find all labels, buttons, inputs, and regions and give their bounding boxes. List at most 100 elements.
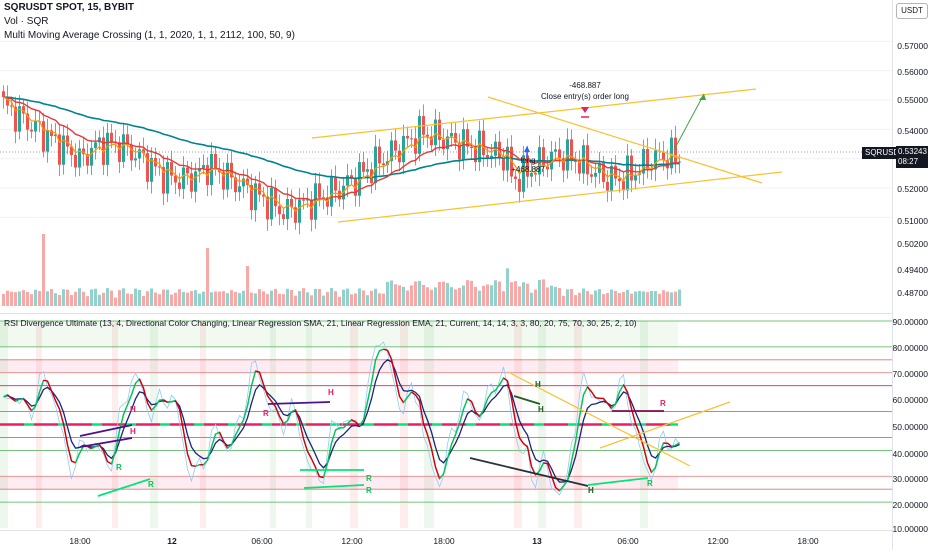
candle-body (670, 137, 673, 169)
ma-short-line (3, 96, 680, 212)
candle-body (442, 139, 445, 150)
rsi-direction-segment (506, 380, 513, 399)
price-tick-label: 0.48700 (897, 288, 928, 298)
volume-bar (390, 280, 393, 306)
candle-body (66, 135, 69, 147)
volume-bar (490, 285, 493, 306)
candle-body (14, 106, 17, 132)
candle-body (78, 148, 81, 168)
rsi-direction-segment (283, 420, 288, 425)
volume-bar (438, 281, 441, 306)
rsi-direction-segment (518, 437, 525, 444)
rsi-direction-segment (586, 386, 593, 393)
candle-body (130, 144, 133, 161)
rsi-tick-label: 50.00000 (892, 422, 928, 432)
candle-body (430, 136, 433, 146)
divergence-label: H (130, 427, 136, 436)
candle-body (514, 176, 517, 179)
rsi-direction-segment (98, 444, 105, 452)
rsi-direction-segment (310, 458, 317, 468)
rsi-direction-segment (574, 416, 581, 443)
candle-body (518, 178, 521, 192)
rsi-direction-segment (355, 421, 360, 427)
volume-legend: Vol · SQR (4, 16, 49, 27)
rsi-direction-segment (426, 434, 433, 449)
candle-body (266, 196, 269, 220)
candle-body (382, 163, 385, 166)
volume-bar (334, 291, 337, 306)
rsi-direction-segment (255, 370, 260, 373)
volume-bar (110, 290, 113, 306)
volume-bar (130, 294, 133, 306)
rsi-direction-segment (402, 396, 409, 404)
volume-bar (622, 291, 625, 306)
candle-body (270, 187, 273, 220)
volume-bars (2, 234, 681, 306)
currency-button[interactable]: USDT (896, 3, 928, 19)
volume-bar (198, 293, 201, 306)
rsi-direction-segment (102, 450, 109, 462)
volume-bar (314, 288, 317, 306)
time-axis-separator (0, 530, 892, 531)
candle-body (238, 186, 241, 193)
candle-body (322, 197, 325, 199)
volume-bar (326, 292, 329, 306)
volume-bar (358, 288, 361, 306)
candle-body (166, 162, 169, 194)
candle-body (374, 146, 377, 184)
rsi-direction-segment (142, 387, 149, 404)
pane-separator (0, 313, 892, 314)
volume-bar (522, 282, 525, 306)
rsi-direction-segment (650, 466, 657, 473)
rsi-direction-segment (491, 389, 496, 394)
rsi-direction-segment (62, 423, 69, 445)
volume-bar (278, 293, 281, 306)
rsi-direction-segment (482, 398, 489, 411)
volume-bar (246, 266, 249, 306)
volume-bar (186, 292, 189, 306)
rsi-tick-label: 40.00000 (892, 449, 928, 459)
candle-body (22, 106, 25, 114)
rsi-direction-segment (411, 391, 416, 396)
candle-body (306, 199, 309, 201)
rsi-direction-segment (154, 399, 161, 407)
rsi-direction-segment (107, 460, 112, 465)
candle-body (446, 136, 449, 150)
candle-body (50, 130, 53, 137)
current-price: 0.53243 (898, 147, 927, 156)
volume-bar (586, 291, 589, 306)
volume-bar (494, 280, 497, 306)
candle-body (478, 130, 481, 163)
candle-body (318, 183, 321, 198)
volume-bar (646, 292, 649, 306)
volume-bar (338, 296, 341, 306)
rsi-direction-segment (335, 427, 340, 431)
rsi-direction-segment (250, 370, 257, 386)
volume-bar (54, 293, 57, 306)
volume-bar (650, 290, 653, 306)
volume-bar (142, 295, 145, 306)
rsi-direction-segment (50, 390, 57, 401)
volume-bar (666, 291, 669, 306)
rsi-direction-segment (71, 460, 76, 464)
price-chart-svg[interactable] (0, 0, 892, 550)
rsi-tick-label: 90.00000 (892, 317, 928, 327)
candle-body (142, 149, 145, 154)
rsi-direction-segment (74, 453, 81, 464)
candle-body (366, 169, 369, 172)
rsi-direction-segment (286, 411, 293, 422)
candle-body (222, 172, 225, 190)
time-tick-label: 12:00 (707, 536, 729, 546)
volume-bar (534, 289, 537, 306)
candle-body (390, 140, 393, 162)
volume-bar (498, 281, 501, 306)
close-entry-arrow (581, 107, 589, 113)
volume-bar (378, 293, 381, 306)
volume-bar (82, 291, 85, 306)
rsi-direction-segment (146, 402, 153, 411)
candle-body (242, 178, 245, 187)
volume-bar (530, 292, 533, 306)
candle-body (170, 162, 173, 176)
price-tick-label: 0.54000 (897, 126, 928, 136)
